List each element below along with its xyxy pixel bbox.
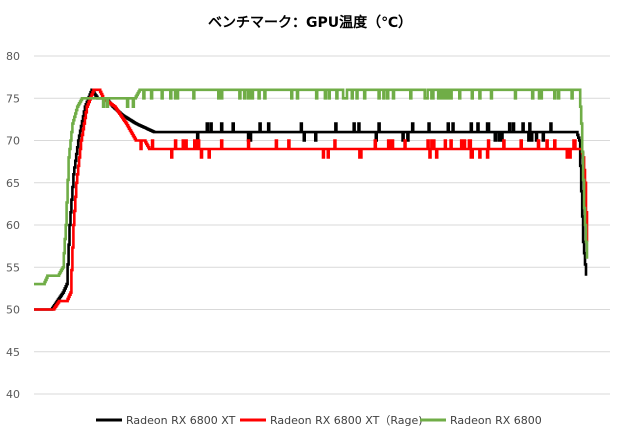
series-line-radeon-rx-6800-xt bbox=[34, 88, 588, 311]
y-tick-label-60: 60 bbox=[6, 219, 20, 232]
y-tick-label-70: 70 bbox=[6, 135, 20, 148]
y-tick-label-80: 80 bbox=[6, 50, 20, 63]
chart-title: ベンチマーク：GPU温度（℃） bbox=[207, 15, 413, 31]
y-tick-label-50: 50 bbox=[6, 304, 20, 317]
y-tick-label-40: 40 bbox=[6, 388, 20, 401]
series-line-radeon-rx-6800 bbox=[34, 88, 589, 286]
y-tick-label-55: 55 bbox=[6, 261, 20, 274]
y-tick-label-75: 75 bbox=[6, 92, 20, 105]
legend-label-radeon-rx-6800: Radeon RX 6800 bbox=[450, 414, 542, 427]
legend-label-radeon-rx-6800-xt: Radeon RX 6800 XT bbox=[126, 414, 236, 427]
legend-label-radeon-rx-6800-xt-rage-: Radeon RX 6800 XT（Rage) bbox=[270, 414, 423, 427]
y-tick-label-45: 45 bbox=[6, 346, 20, 359]
y-tick-label-65: 65 bbox=[6, 177, 20, 190]
series-line-radeon-rx-6800-xt-rage- bbox=[34, 88, 589, 311]
